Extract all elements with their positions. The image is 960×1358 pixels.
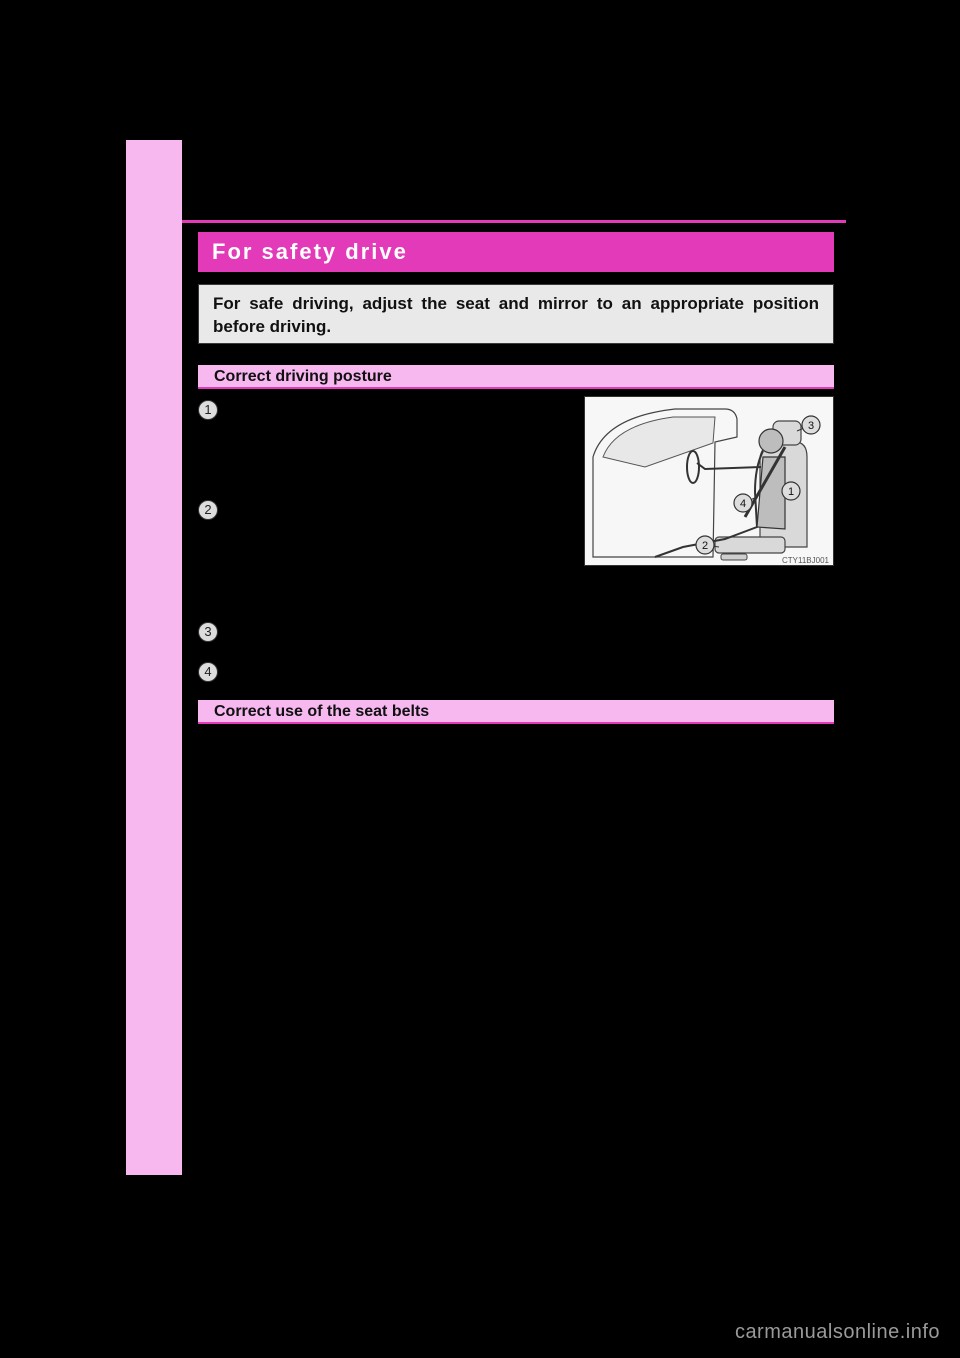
- lead-summary-text: For safe driving, adjust the seat and mi…: [213, 294, 819, 336]
- posture-item-1: 1: [198, 400, 568, 420]
- callout-1: 1: [782, 482, 800, 500]
- circled-number-icon: 2: [198, 500, 218, 520]
- callout-2: 2: [696, 536, 714, 554]
- steering-wheel: [687, 451, 699, 483]
- watermark-text: carmanualsonline.info: [735, 1321, 940, 1344]
- section-tab-sidebar: [126, 140, 182, 1175]
- posture-item-4: 4: [198, 662, 834, 682]
- callout-4: 4: [734, 494, 752, 512]
- svg-text:1: 1: [788, 486, 794, 498]
- svg-text:4: 4: [740, 498, 746, 510]
- driving-posture-svg: 1 2 3 4 CTY11BJ001: [585, 397, 835, 567]
- lead-summary-box: For safe driving, adjust the seat and mi…: [198, 284, 834, 344]
- illustration-code: CTY11BJ001: [782, 556, 830, 565]
- section-heading-belts-text: Correct use of the seat belts: [214, 703, 429, 720]
- section-heading-posture: Correct driving posture: [198, 365, 834, 389]
- page-title: For safety drive: [212, 239, 408, 264]
- seat-control: [721, 554, 747, 560]
- driver-arm: [697, 463, 761, 469]
- svg-text:3: 3: [808, 420, 814, 432]
- callout-3: 3: [802, 416, 820, 434]
- driver-head: [759, 429, 783, 453]
- section-heading-posture-text: Correct driving posture: [214, 368, 392, 385]
- circled-number-icon: 4: [198, 662, 218, 682]
- accent-rule: [182, 220, 846, 223]
- svg-text:2: 2: [702, 540, 708, 552]
- section-heading-belts: Correct use of the seat belts: [198, 700, 834, 724]
- circled-number-icon: 1: [198, 400, 218, 420]
- posture-item-3: 3: [198, 622, 834, 642]
- page-title-bar: For safety drive: [198, 232, 834, 272]
- driving-posture-illustration: 1 2 3 4 CTY11BJ001: [584, 396, 834, 566]
- posture-item-2: 2: [198, 500, 568, 520]
- circled-number-icon: 3: [198, 622, 218, 642]
